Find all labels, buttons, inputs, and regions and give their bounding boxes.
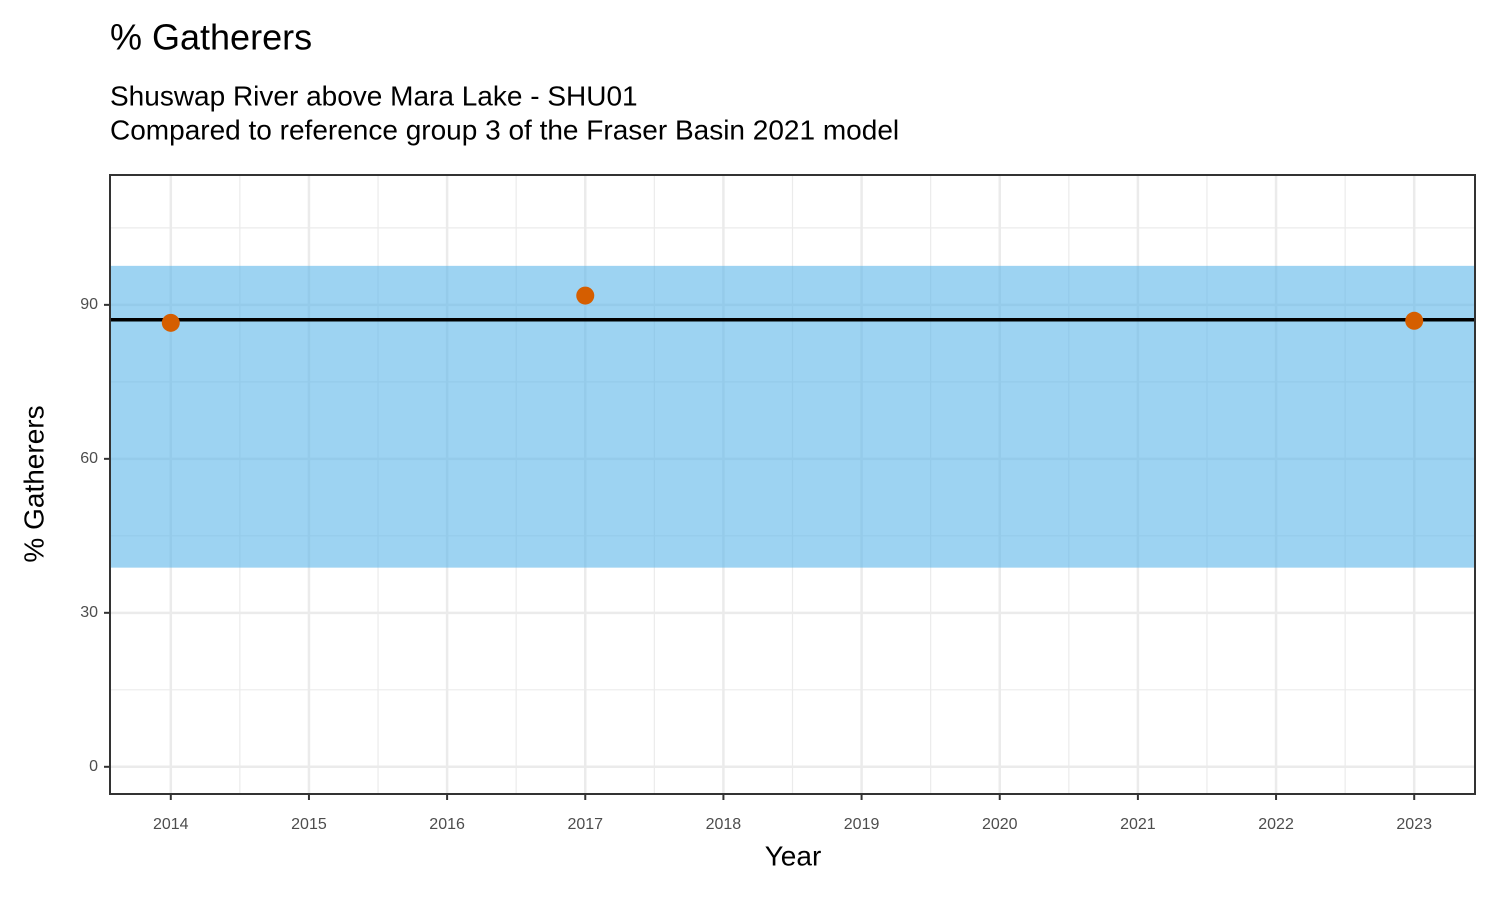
x-tick-label: 2014 <box>153 816 189 833</box>
point <box>1405 311 1424 330</box>
chart-subtitle: Compared to reference group 3 of the Fra… <box>110 114 899 145</box>
x-tick-label: 2020 <box>982 816 1018 833</box>
y-tick-label: 90 <box>80 296 98 313</box>
x-tick-label: 2023 <box>1396 816 1432 833</box>
point <box>161 313 180 332</box>
reference-band <box>110 265 1475 568</box>
x-tick-label: 2019 <box>844 816 880 833</box>
chart-title: % Gatherers <box>110 17 312 58</box>
x-tick-label: 2022 <box>1258 816 1294 833</box>
x-tick-label: 2015 <box>291 816 327 833</box>
x-tick-label: 2016 <box>429 816 465 833</box>
plot-border <box>109 174 1476 795</box>
x-tick-label: 2018 <box>706 816 742 833</box>
x-tick-label: 2017 <box>567 816 603 833</box>
y-tick-label: 30 <box>80 604 98 621</box>
y-tick-label: 0 <box>89 758 98 775</box>
y-tick-label: 60 <box>80 450 98 467</box>
point <box>576 286 595 305</box>
x-tick-label: 2021 <box>1120 816 1156 833</box>
y-axis-label: % Gatherers <box>18 405 49 562</box>
x-axis-label: Year <box>765 840 822 871</box>
chart-subtitle: Shuswap River above Mara Lake - SHU01 <box>110 80 638 111</box>
